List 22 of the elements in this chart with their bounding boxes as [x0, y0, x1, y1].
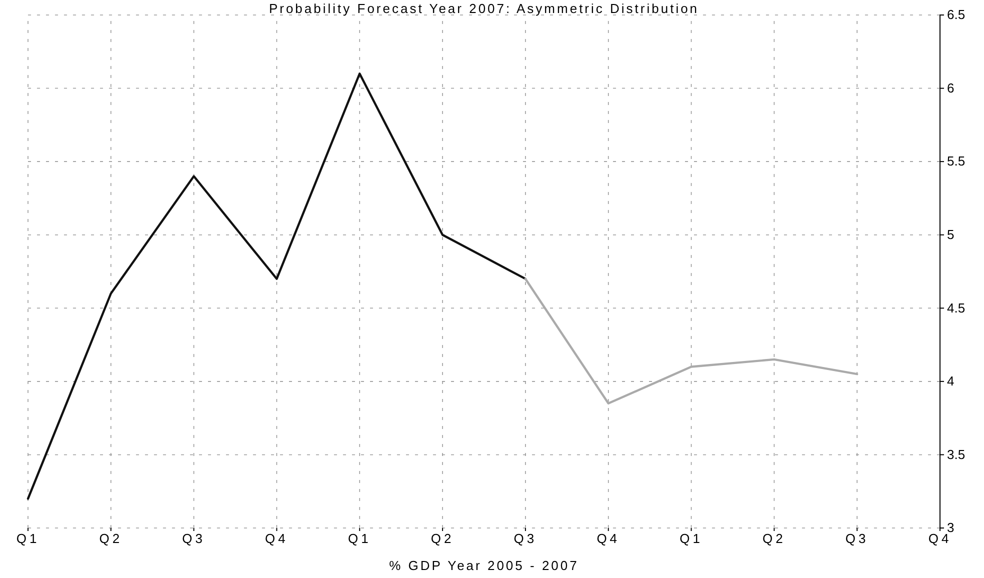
- x-tick-label: Q2: [430, 531, 454, 546]
- x-tick-label: Q3: [845, 531, 869, 546]
- x-tick-label: Q2: [762, 531, 786, 546]
- line-series: [26, 72, 527, 500]
- x-tick-label: Q1: [16, 531, 40, 546]
- y-tick-label: 6: [947, 80, 954, 96]
- x-tick-label: Q4: [596, 531, 620, 546]
- x-tick-label: Q2: [99, 531, 123, 546]
- x-tick-label: Q1: [348, 531, 372, 546]
- line-series: [524, 278, 858, 405]
- y-tick-label: 4: [947, 374, 954, 389]
- y-tick-label: 4.5: [947, 300, 966, 316]
- x-axis-title: % GDP Year 2005 - 2007: [389, 558, 579, 573]
- y-tick-label: 5.5: [947, 154, 966, 169]
- y-tick-label: 5: [947, 227, 954, 242]
- x-tick-label: Q3: [514, 531, 538, 546]
- chart-title: Probability Forecast Year 2007: Asymmetric Distribution: [268, 1, 700, 16]
- x-tick-label: Q3: [182, 531, 206, 546]
- x-tick-label: Q4: [265, 531, 288, 546]
- y-tick-label: 6.5: [947, 7, 966, 22]
- x-tick-label: Q1: [680, 531, 703, 546]
- y-tick-label: 3.5: [947, 446, 966, 462]
